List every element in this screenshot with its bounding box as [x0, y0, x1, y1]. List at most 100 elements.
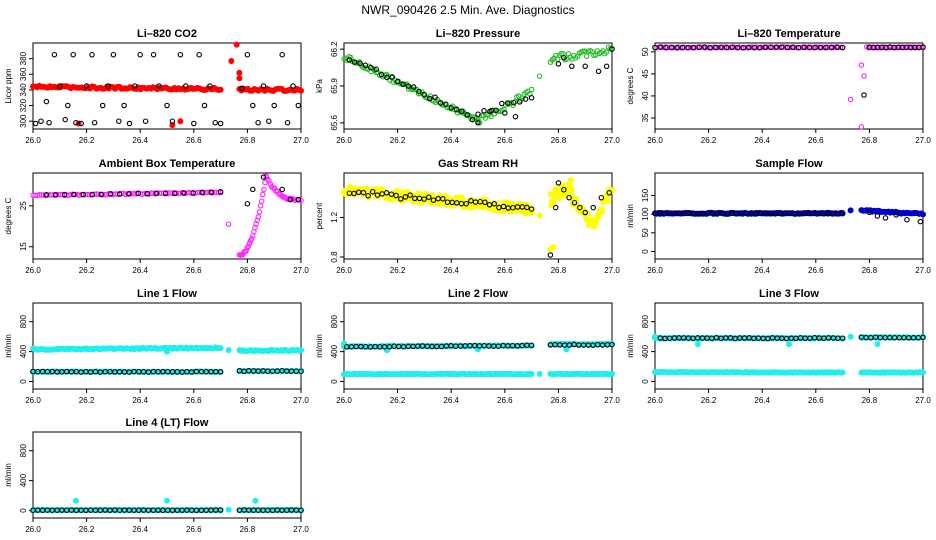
- data-point: [78, 120, 84, 127]
- series-pressure: [341, 44, 615, 126]
- y-tick-label: 45: [641, 69, 650, 78]
- data-point: [225, 347, 232, 354]
- data-point: [383, 190, 390, 196]
- y-tick-label: 380: [19, 51, 28, 65]
- y-axis-label: ml/min: [626, 204, 635, 228]
- data-point: [351, 59, 358, 65]
- data-point: [729, 44, 735, 50]
- x-tick-label: 27.0: [915, 396, 931, 405]
- data-point: [278, 193, 285, 199]
- data-point: [362, 62, 369, 69]
- data-point: [528, 370, 535, 377]
- y-axis-label: ml/min: [626, 334, 635, 358]
- data-point: [279, 186, 285, 193]
- data-point: [80, 191, 86, 198]
- data-point: [751, 44, 758, 51]
- data-point: [172, 190, 178, 197]
- series-reference: [30, 507, 304, 514]
- data-point: [217, 369, 224, 375]
- chart-title: Ambient Box Temperature: [99, 158, 236, 170]
- x-tick-label: 26.0: [25, 266, 41, 275]
- y-axis-label: degrees C: [626, 67, 635, 104]
- y-axis-label: percent: [315, 202, 324, 229]
- data-point: [199, 189, 206, 196]
- data-point: [861, 92, 867, 98]
- data-point: [244, 51, 251, 58]
- data-point: [51, 51, 58, 58]
- data-point: [239, 85, 245, 92]
- data-point: [701, 44, 708, 50]
- data-point: [91, 119, 98, 126]
- data-point: [920, 44, 926, 50]
- data-point: [528, 206, 535, 212]
- data-point: [652, 333, 659, 340]
- data-point: [400, 81, 406, 87]
- data-point: [598, 194, 605, 201]
- data-point: [153, 190, 160, 196]
- data-point: [568, 186, 575, 193]
- data-point: [550, 244, 557, 251]
- x-tick-label: 26.0: [336, 396, 352, 405]
- data-point: [555, 61, 562, 67]
- data-point: [500, 203, 507, 210]
- data-point: [398, 196, 404, 202]
- data-point: [561, 54, 567, 61]
- data-point: [71, 191, 77, 198]
- data-point: [806, 44, 813, 51]
- panel-line-2-flow: Line 2 Flow 26.0 26.2 26.4 26.6 26.8 27.0 0 400 8…: [315, 288, 620, 405]
- data-point: [469, 116, 476, 123]
- plot-frame: [32, 431, 302, 519]
- x-tick-label: 26.8: [862, 396, 878, 405]
- data-point: [499, 100, 505, 107]
- data-point: [261, 186, 267, 193]
- data-point: [43, 98, 50, 105]
- x-tick-label: 26.0: [336, 266, 352, 275]
- data-point: [718, 44, 724, 50]
- data-point: [164, 102, 170, 109]
- data-point: [369, 189, 376, 195]
- x-tick-label: 26.8: [240, 525, 256, 534]
- data-point: [920, 211, 927, 218]
- data-point: [142, 118, 149, 124]
- data-point: [904, 216, 910, 223]
- x-tick-label: 26.6: [186, 136, 202, 145]
- data-point: [443, 101, 449, 107]
- y-tick-label: 1.2: [330, 211, 339, 223]
- data-point: [378, 71, 385, 78]
- data-point: [464, 112, 471, 118]
- data-point: [266, 118, 272, 124]
- data-point: [746, 44, 752, 51]
- data-point: [121, 102, 127, 109]
- data-point: [126, 191, 132, 197]
- data-point: [236, 69, 243, 76]
- data-point: [834, 44, 840, 51]
- data-point: [162, 190, 169, 197]
- data-point: [295, 196, 302, 203]
- series-reference: [346, 46, 615, 126]
- x-tick-label: 27.0: [604, 136, 620, 145]
- data-point: [839, 44, 846, 51]
- data-point: [190, 190, 196, 196]
- data-point: [252, 497, 259, 504]
- series-reference: [652, 209, 924, 225]
- data-point: [62, 116, 68, 123]
- data-point: [796, 211, 803, 217]
- data-point: [590, 204, 596, 211]
- data-point: [107, 191, 114, 197]
- x-tick-label: 26.2: [79, 396, 95, 405]
- x-tick-label: 27.0: [915, 266, 931, 275]
- chart-title: Line 2 Flow: [448, 288, 508, 300]
- data-point: [528, 95, 535, 101]
- data-point: [707, 44, 713, 51]
- data-point: [599, 208, 606, 215]
- data-point: [116, 118, 122, 124]
- data-point: [582, 63, 588, 70]
- data-point: [427, 95, 433, 102]
- y-tick-label: 800: [330, 314, 339, 328]
- x-tick-label: 26.6: [808, 136, 824, 145]
- chart-title: Line 1 Flow: [137, 288, 197, 300]
- x-tick-label: 26.2: [79, 525, 95, 534]
- data-point: [260, 174, 267, 180]
- data-point: [255, 214, 262, 220]
- page-title: NWR_090426 2.5 Min. Ave. Diagnostics: [361, 3, 574, 17]
